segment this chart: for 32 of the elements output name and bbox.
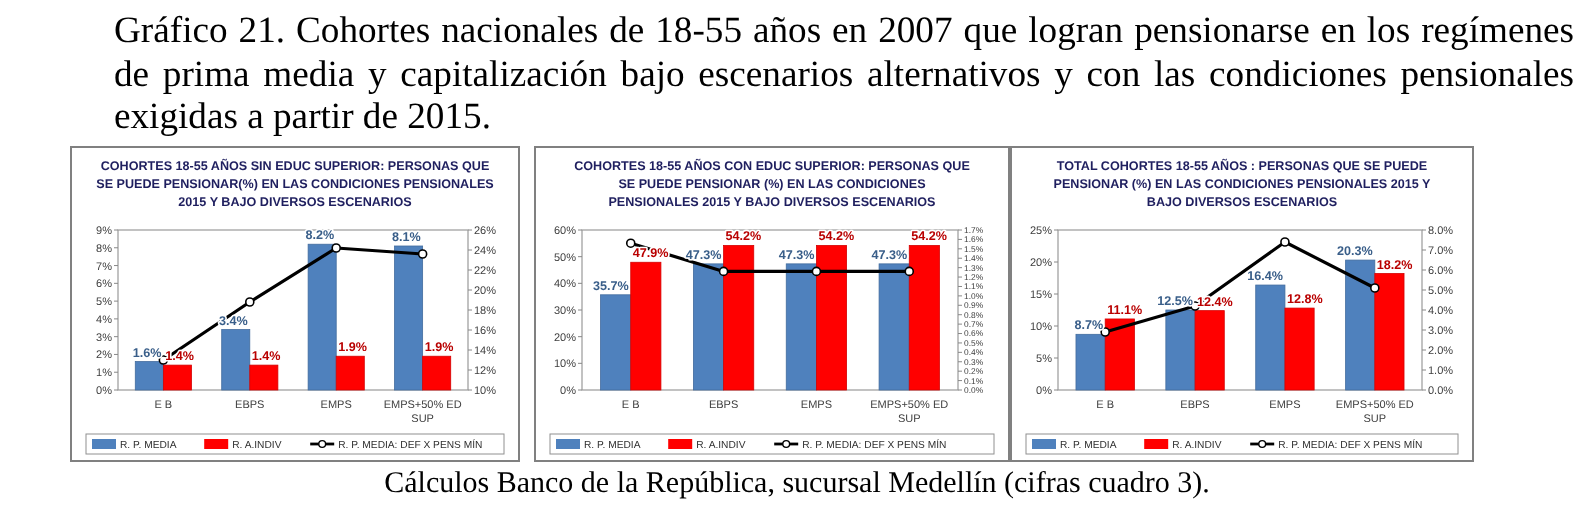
- bar: [1255, 284, 1286, 391]
- bar: [249, 364, 279, 391]
- bar: [335, 355, 365, 391]
- bar: [1284, 307, 1315, 391]
- bar: [307, 243, 337, 391]
- bar: [878, 263, 910, 391]
- bar: [394, 245, 424, 391]
- bar: [422, 355, 452, 391]
- bar: [134, 361, 164, 391]
- text: Cálculos Banco de la República, sucursal Medellín (cifras cuadro 3).: [382, 466, 1212, 502]
- bar: [1104, 318, 1135, 391]
- bar: [816, 245, 847, 391]
- bar: [908, 245, 940, 391]
- bar: [630, 261, 662, 391]
- point: [1100, 327, 1110, 337]
- bar: [162, 364, 192, 391]
- bar: [693, 263, 724, 391]
- bar: [1075, 333, 1106, 391]
- point: [417, 249, 428, 259]
- bar: [1374, 273, 1405, 391]
- bar: [723, 245, 755, 391]
- bar: [221, 329, 251, 391]
- text: Gráfico 21. Cohortes nacionales de 18-55 años en 2007 que logran pensionarse en los regímenes de prima media y capitalización bajo escenarios alternativos y con las condiciones pensionales exigidas a partir de 2015.: [114, 10, 1574, 139]
- bar: [1165, 309, 1196, 391]
- bar: [1194, 310, 1225, 391]
- bar: [1345, 259, 1376, 391]
- point: [1370, 283, 1380, 293]
- point: [1280, 237, 1290, 247]
- point: [331, 243, 342, 253]
- bar: [600, 294, 632, 391]
- point: [244, 297, 255, 307]
- bar: [785, 263, 817, 391]
